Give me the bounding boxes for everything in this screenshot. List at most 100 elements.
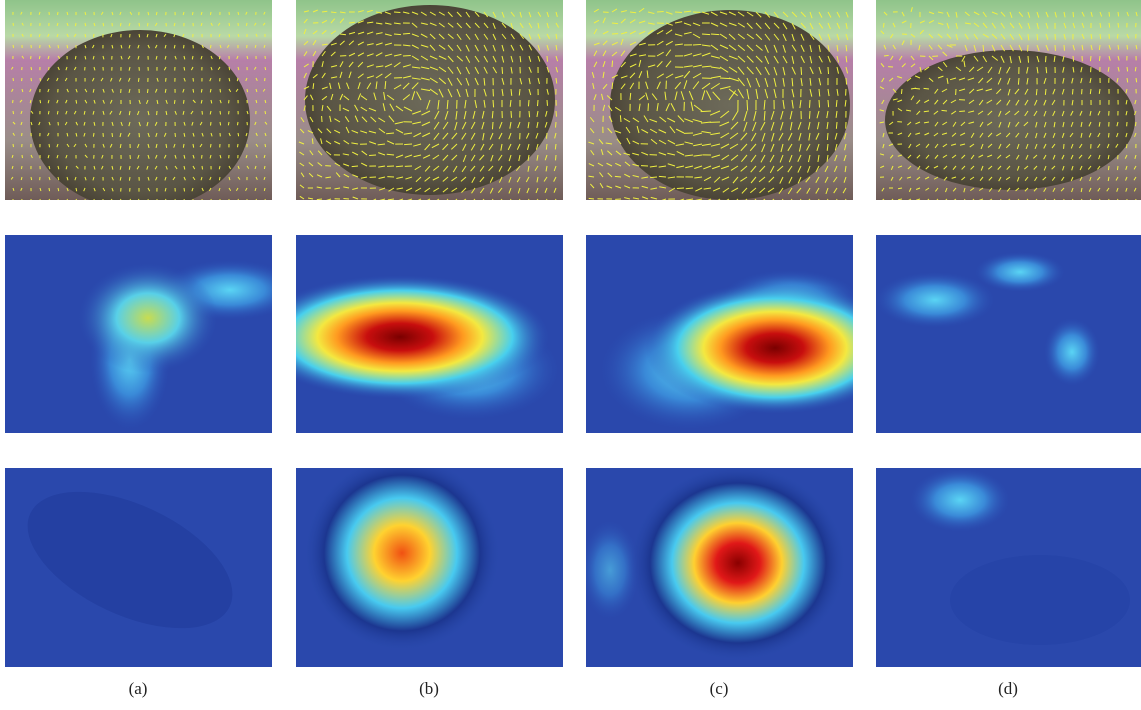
flow-vector bbox=[612, 23, 618, 24]
flow-vector bbox=[129, 111, 130, 115]
flow-vector bbox=[202, 166, 203, 169]
flow-vector bbox=[352, 166, 358, 167]
flow-vector bbox=[228, 122, 229, 125]
flow-vector bbox=[819, 100, 820, 107]
filtered-b bbox=[296, 453, 563, 667]
flow-vector bbox=[915, 88, 920, 89]
flow-vector bbox=[1073, 56, 1074, 62]
flow-vector bbox=[1099, 45, 1100, 50]
flow-vector bbox=[555, 144, 556, 149]
flow-vector bbox=[747, 100, 748, 111]
panel-label: (c) bbox=[710, 679, 729, 698]
flow-vector bbox=[1127, 45, 1128, 49]
flow-vector bbox=[138, 78, 139, 82]
flow-vector bbox=[404, 144, 412, 145]
flow-vector bbox=[210, 89, 211, 92]
flow-vector bbox=[39, 56, 40, 59]
flow-vector bbox=[1118, 45, 1119, 50]
flow-vector bbox=[693, 44, 701, 45]
flow-vector bbox=[229, 67, 230, 70]
flow-vector bbox=[94, 199, 95, 202]
flow-vector bbox=[57, 12, 58, 15]
flow-vector bbox=[901, 89, 902, 94]
flow-vector bbox=[247, 89, 248, 92]
flow-vector bbox=[58, 199, 59, 202]
filtered-heatmaps bbox=[5, 453, 1141, 667]
heatmap-d bbox=[875, 235, 1141, 433]
flow-vector bbox=[612, 82, 613, 89]
flow-vector bbox=[210, 45, 211, 48]
flow-vector bbox=[1117, 34, 1118, 39]
flow-vector bbox=[1018, 78, 1019, 85]
flow-vector bbox=[403, 33, 410, 34]
flow-vector bbox=[210, 144, 211, 147]
flow-vector bbox=[174, 45, 175, 48]
flow-vector bbox=[720, 78, 730, 79]
figure: (a) (b) (c) (d) bbox=[0, 0, 1141, 710]
filtered-a bbox=[5, 464, 272, 667]
flow-vector bbox=[75, 23, 76, 26]
flow-vector bbox=[238, 12, 239, 15]
flow-vector bbox=[502, 67, 503, 74]
flow-vector bbox=[229, 23, 230, 26]
flow-vector bbox=[265, 111, 266, 114]
flow-vector bbox=[620, 115, 621, 122]
flow-vector bbox=[85, 34, 86, 37]
flow-vector bbox=[246, 23, 247, 26]
flow-vector bbox=[1072, 89, 1073, 94]
panel-label: (d) bbox=[998, 679, 1018, 698]
flow-vector bbox=[1036, 89, 1037, 95]
flow-vector bbox=[1118, 23, 1119, 28]
flow-vector bbox=[184, 188, 185, 191]
flow-vector bbox=[183, 144, 184, 148]
flow-vector bbox=[21, 199, 22, 202]
flow-vector bbox=[220, 122, 221, 125]
filtered-d bbox=[876, 468, 1141, 667]
flow-vector bbox=[1046, 67, 1047, 73]
flow-vector bbox=[31, 177, 32, 180]
motion-heatmaps bbox=[5, 235, 1141, 433]
flow-vector bbox=[537, 100, 538, 106]
flow-vector bbox=[924, 88, 929, 89]
flow-vector bbox=[827, 133, 828, 140]
flow-vector bbox=[312, 138, 313, 144]
flow-vector bbox=[93, 34, 94, 37]
flow-vector bbox=[519, 89, 520, 96]
panel-label: (a) bbox=[129, 679, 148, 698]
flow-vector bbox=[192, 56, 193, 59]
flow-vector bbox=[238, 133, 239, 136]
flow-vector bbox=[546, 144, 547, 150]
flow-vector bbox=[193, 144, 194, 148]
flow-vector bbox=[836, 122, 837, 129]
heatmap-c bbox=[586, 235, 905, 433]
flow-vector bbox=[1028, 56, 1029, 63]
flow-vector bbox=[1109, 12, 1110, 17]
flow-vector bbox=[192, 12, 193, 15]
flow-vector bbox=[701, 111, 711, 112]
flow-vector bbox=[941, 110, 947, 111]
flow-vector bbox=[237, 122, 238, 125]
flow-vector bbox=[184, 67, 185, 70]
flow-vector bbox=[264, 166, 265, 169]
flow-vector bbox=[1037, 34, 1038, 40]
flow-frames bbox=[5, 0, 1141, 210]
flow-vector bbox=[13, 45, 14, 48]
flow-vector bbox=[650, 177, 657, 178]
flow-vector bbox=[555, 155, 556, 160]
flow-vector bbox=[147, 23, 148, 26]
flow-vector bbox=[343, 198, 349, 199]
flow-vector bbox=[492, 111, 493, 118]
flow-vector bbox=[85, 199, 86, 202]
flow-vector bbox=[13, 111, 14, 114]
flow-vector bbox=[220, 89, 221, 92]
flow-vector bbox=[49, 188, 50, 191]
flow-vector bbox=[31, 67, 32, 70]
flow-vector bbox=[846, 78, 847, 85]
flow-vector bbox=[193, 89, 194, 93]
flow-vector bbox=[219, 56, 220, 59]
flow-vector bbox=[546, 133, 547, 139]
flow-vector bbox=[156, 12, 157, 15]
flow-vector bbox=[492, 122, 493, 129]
flow-vector bbox=[76, 188, 77, 191]
flow-vector bbox=[58, 45, 59, 48]
